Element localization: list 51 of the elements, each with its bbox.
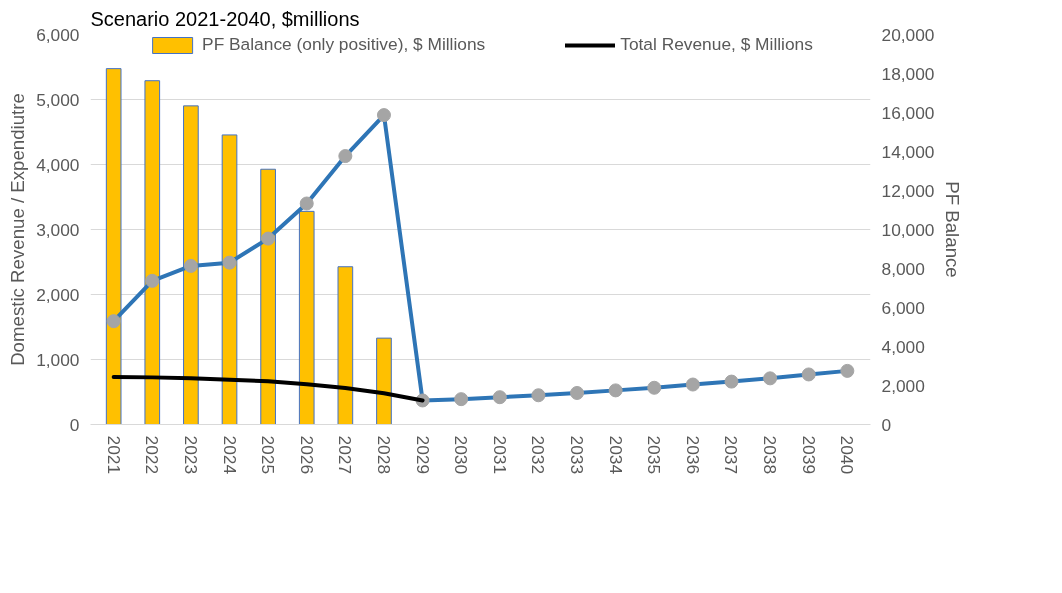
y2-tick-label: 10,000	[881, 219, 935, 240]
x-tick-label: 2026	[296, 435, 317, 475]
y2-tick-label: 12,000	[881, 180, 935, 201]
x-tick-label: 2037	[721, 435, 742, 475]
y-axis-title: Domestic Revenue / Expendiutre	[7, 93, 29, 366]
bar	[260, 168, 276, 425]
x-tick-label: 2028	[373, 435, 394, 475]
y-tick-label: 5,000	[36, 89, 80, 110]
bar	[221, 134, 238, 425]
x-tick-label: 2040	[837, 435, 858, 475]
y-tick-label: 1,000	[36, 349, 80, 370]
bar	[183, 105, 199, 425]
chart-title: Scenario 2021-2040, $millions	[90, 7, 360, 30]
y2-tick-label: 4,000	[881, 336, 925, 357]
bar	[298, 210, 315, 425]
x-tick-label: 2038	[760, 435, 781, 475]
x-tick-label: 2034	[605, 435, 626, 475]
x-tick-label: 2029	[412, 435, 433, 475]
x-tick-label: 2032	[528, 435, 549, 475]
x-tick-label: 2035	[644, 435, 665, 475]
y2-tick-label: 6,000	[881, 297, 925, 318]
x-tick-label: 2031	[489, 435, 510, 475]
y2-tick-label: 18,000	[881, 63, 935, 84]
bar	[376, 337, 392, 425]
x-tick-label: 2039	[798, 435, 819, 475]
y2-axis-title: PF Balance	[942, 181, 964, 278]
x-tick-label: 2033	[567, 435, 588, 475]
legend-label: Total Revenue, $ Millions	[620, 34, 813, 55]
y2-tick-label: 2,000	[881, 375, 925, 396]
x-tick-label: 2023	[180, 435, 201, 475]
legend-label: PF Balance (only positive), $ Millions	[202, 34, 486, 55]
bar	[144, 80, 161, 425]
y-tick-label: 2,000	[36, 284, 80, 305]
y-tick-label: 3,000	[36, 219, 80, 240]
x-tick-label: 2025	[258, 435, 279, 475]
x-tick-label: 2027	[335, 435, 356, 475]
x-tick-label: 2021	[103, 435, 124, 475]
y2-tick-label: 0	[881, 414, 892, 435]
x-tick-label: 2030	[451, 435, 472, 475]
y2-tick-label: 20,000	[881, 24, 935, 45]
bar	[337, 266, 354, 425]
y2-tick-label: 8,000	[881, 258, 925, 279]
x-tick-label: 2024	[219, 435, 240, 475]
bar	[105, 68, 122, 425]
y-tick-label: 4,000	[36, 154, 80, 175]
y-tick-label: 6,000	[36, 24, 80, 45]
x-tick-label: 2022	[142, 435, 163, 475]
y2-tick-label: 16,000	[881, 102, 935, 123]
y-tick-label: 0	[69, 414, 80, 435]
y2-tick-label: 14,000	[881, 141, 935, 162]
x-tick-label: 2036	[682, 435, 703, 475]
